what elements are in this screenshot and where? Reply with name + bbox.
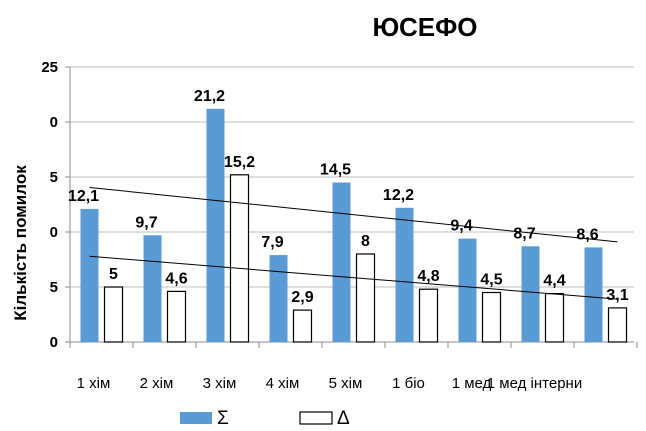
bar-delta [418, 288, 439, 343]
trendline-delta [89, 255, 618, 300]
bar-sum [143, 235, 162, 342]
data-label-delta: 8 [361, 233, 370, 250]
bar-sum [269, 255, 288, 342]
data-label-sum: 9,7 [135, 214, 157, 231]
data-label-delta: 2,9 [291, 289, 313, 306]
y-tick-label: 0 [50, 334, 58, 351]
bar-sum [80, 208, 99, 342]
x-tick-label: 2 хім [140, 375, 174, 392]
data-label-delta: 15,2 [224, 154, 255, 171]
x-tick-label: 1 мед [452, 375, 492, 392]
data-label-sum: 14,5 [320, 162, 351, 179]
bar-delta [607, 307, 628, 343]
bar-sum [395, 207, 414, 342]
y-tick-label: 5 [50, 169, 58, 186]
bar-sum [332, 182, 351, 342]
data-label-delta: 4,8 [417, 268, 439, 285]
legend-label-sum: Σ [217, 408, 229, 429]
data-label-sum: 12,2 [383, 187, 414, 204]
bar-sum [206, 108, 225, 342]
bar-sum [584, 247, 603, 342]
gridlines [70, 66, 634, 343]
y-axis: 0 5 0 5 0 25 [41, 59, 71, 351]
chart-title: ЮСЕФО [372, 12, 477, 42]
bar-sum [458, 238, 477, 342]
data-label-delta: 4,5 [480, 272, 502, 289]
y-tick-label: 5 [50, 279, 58, 296]
trendline-sum [89, 186, 618, 243]
data-label-sum: 21,2 [194, 88, 225, 105]
bar-delta [103, 286, 124, 343]
data-label-sum: 9,4 [450, 218, 472, 235]
x-tick-label: 1 хім [77, 375, 111, 392]
data-label-sum: 7,9 [261, 234, 283, 251]
y-tick-label: 0 [50, 224, 58, 241]
data-label-sum: 8,7 [513, 225, 535, 242]
bar-delta [544, 293, 565, 343]
y-tick-label: 0 [50, 114, 58, 131]
legend-swatch-delta [299, 411, 333, 425]
data-label-delta: 4,4 [543, 273, 565, 290]
data-label-sum: 8,6 [576, 226, 598, 243]
x-tick-label: 3 хім [203, 375, 237, 392]
bar-sum [521, 246, 540, 342]
trendlines [89, 186, 618, 300]
y-axis-label: Кількість помилок [11, 165, 30, 321]
bar-delta [166, 290, 187, 343]
bar-delta [229, 174, 250, 343]
data-labels: 12,1 9,7 21,2 7,9 14,5 12,2 9,4 8,7 8,6 5 4,6 15,2 2… [68, 88, 629, 306]
x-tick-label: 1 мед інтерни [487, 375, 582, 392]
data-label-sum: 12,1 [68, 188, 99, 205]
legend-swatch-sum [180, 412, 212, 424]
data-label-delta: 4,6 [165, 270, 187, 287]
x-tick-label: 5 хім [329, 375, 363, 392]
bars [80, 108, 628, 343]
data-label-delta: 3,1 [606, 287, 628, 304]
data-label-delta: 5 [109, 266, 118, 283]
x-tick-label: 4 хім [266, 375, 300, 392]
x-tick-label: 1 біо [392, 375, 425, 392]
bar-delta [292, 309, 313, 343]
legend-label-delta: Δ [337, 408, 350, 429]
y-tick-label: 25 [41, 59, 58, 76]
bar-delta [355, 253, 376, 343]
bar-delta [481, 291, 502, 343]
